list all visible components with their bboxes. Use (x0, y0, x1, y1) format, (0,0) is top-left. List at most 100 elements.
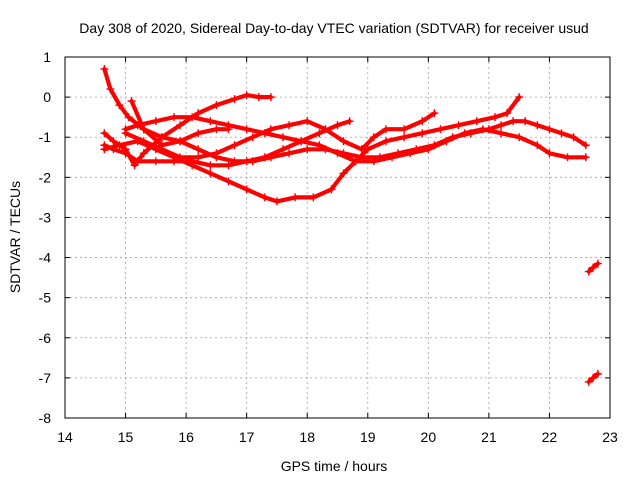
data-point (230, 141, 239, 150)
data-point (254, 93, 263, 102)
data-point (139, 137, 148, 146)
data-series (100, 65, 602, 386)
data-point (339, 137, 348, 146)
data-point (533, 121, 542, 130)
data-point (212, 125, 221, 134)
data-point (388, 153, 396, 162)
x-axis-label: GPS time / hours (281, 458, 388, 474)
data-point (497, 121, 505, 130)
data-point (400, 133, 409, 142)
data-point (115, 141, 124, 150)
data-point (260, 153, 269, 162)
data-point (291, 193, 300, 202)
x-tick-label: 16 (178, 429, 194, 445)
data-point (351, 157, 360, 166)
y-tick-label: -3 (39, 209, 52, 225)
data-point (400, 125, 409, 134)
data-point (272, 197, 281, 206)
data-point (106, 85, 115, 94)
data-point (224, 125, 233, 134)
data-point (460, 129, 469, 138)
data-point (333, 149, 342, 158)
x-tick-labels: 14 15 16 17 18 19 20 21 22 23 (57, 429, 618, 445)
data-point (242, 157, 251, 166)
data-point (589, 263, 598, 272)
data-point (315, 141, 324, 150)
data-point (206, 169, 215, 178)
data-point (327, 185, 336, 194)
data-point (589, 373, 598, 382)
data-point (381, 125, 390, 134)
data-point (490, 113, 499, 122)
data-point (315, 129, 324, 138)
data-point (194, 153, 203, 162)
data-point (212, 101, 221, 110)
y-tick-label: -4 (39, 250, 52, 266)
data-point (321, 125, 330, 134)
data-point (497, 129, 505, 138)
y-tick-label: -7 (39, 370, 52, 386)
data-point (418, 129, 427, 138)
data-point (176, 137, 185, 146)
chart-title: Day 308 of 2020, Sidereal Day-to-day VTE… (79, 20, 588, 36)
data-point (139, 149, 148, 158)
y-tick-label: -5 (39, 290, 52, 306)
data-point (242, 91, 251, 100)
x-tick-label: 21 (481, 429, 497, 445)
data-point (279, 133, 287, 142)
x-tick-label: 20 (421, 429, 437, 445)
data-point (194, 109, 203, 118)
data-point (109, 137, 118, 146)
data-point (369, 157, 378, 166)
data-point (436, 125, 445, 134)
data-point (533, 141, 542, 150)
data-point (563, 153, 572, 162)
x-tick-label: 18 (299, 429, 315, 445)
data-point (557, 129, 566, 138)
x-tick-label: 23 (602, 429, 618, 445)
data-point (121, 129, 130, 138)
data-point (515, 133, 524, 142)
data-point (581, 153, 590, 162)
data-point (121, 145, 130, 154)
data-point (242, 185, 251, 194)
data-point (472, 117, 481, 126)
data-point (285, 121, 294, 130)
data-point (381, 137, 390, 146)
plot-frame (64, 56, 611, 419)
data-point (206, 161, 215, 170)
y-tick-label: 1 (43, 49, 51, 65)
data-point (303, 145, 312, 154)
data-point (100, 65, 109, 74)
x-tick-label: 17 (239, 429, 255, 445)
data-point (115, 101, 124, 110)
data-point (369, 133, 378, 142)
data-point (170, 113, 178, 122)
data-point (124, 113, 133, 122)
data-point (188, 161, 197, 170)
data-point (266, 125, 275, 134)
data-point (157, 133, 166, 142)
y-tick-labels: 1 0 -1 -2 -3 -4 -5 -6 -7 -8 (39, 49, 52, 426)
y-tick-label: -2 (39, 169, 52, 185)
data-point (212, 149, 221, 158)
data-point (285, 149, 294, 158)
data-point (194, 129, 203, 138)
data-point (515, 93, 524, 102)
x-tick-label: 22 (542, 429, 558, 445)
axis-ticks (64, 56, 611, 419)
y-tick-label: -6 (39, 330, 52, 346)
data-point (430, 109, 439, 118)
data-point (224, 161, 233, 170)
data-point (345, 117, 354, 126)
data-point (339, 169, 348, 178)
data-point (593, 369, 602, 378)
data-point (188, 113, 197, 122)
x-tick-label: 19 (360, 429, 376, 445)
data-point (309, 193, 318, 202)
data-point (406, 149, 415, 158)
data-point (100, 129, 109, 138)
data-point (242, 125, 251, 134)
y-tick-label: -1 (39, 129, 52, 145)
